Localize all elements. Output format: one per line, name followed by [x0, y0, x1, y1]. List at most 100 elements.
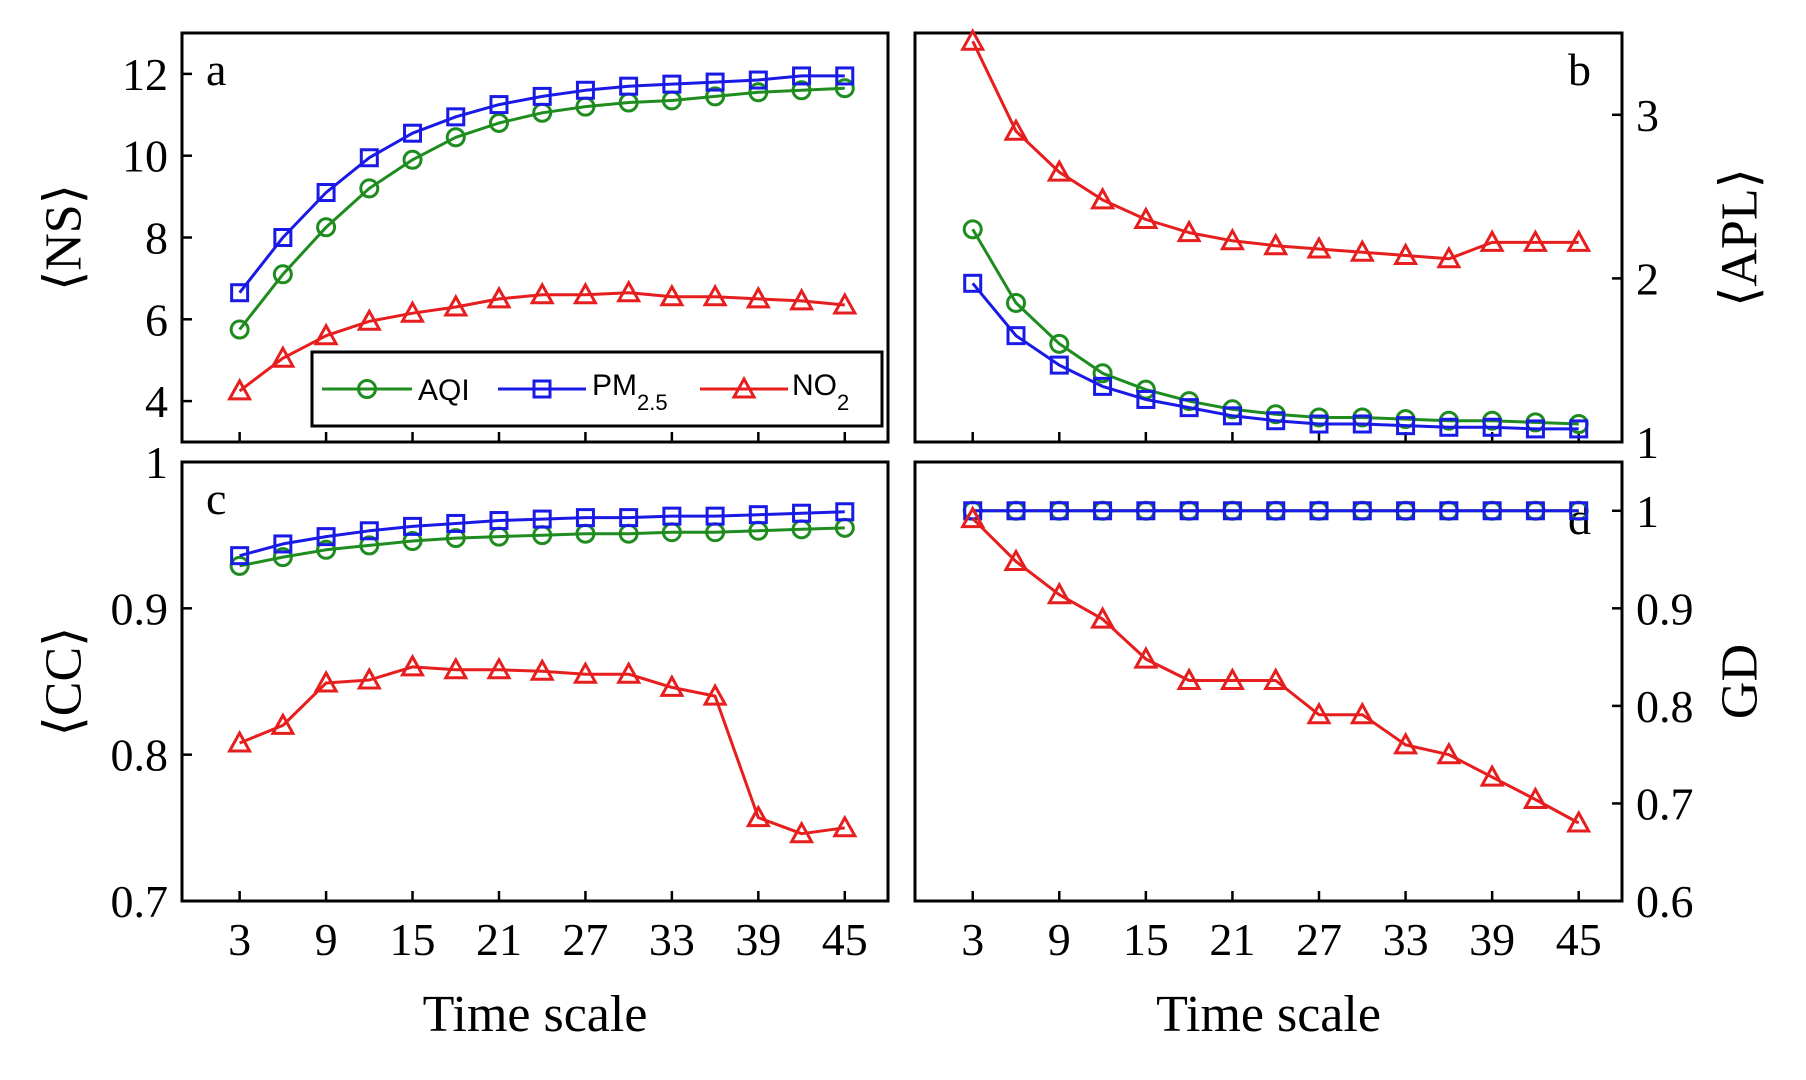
- data-point-circle: [445, 127, 466, 148]
- legend-label-no2: NO2: [792, 369, 849, 415]
- data-point-circle: [402, 149, 423, 170]
- y-tick-label: 2: [1636, 253, 1659, 304]
- data-point-triangle: [1133, 646, 1159, 669]
- data-point-square: [1309, 414, 1329, 434]
- data-point-square: [575, 508, 595, 528]
- data-point-circle: [1049, 333, 1070, 354]
- series-pm25: [230, 66, 855, 303]
- x-tick-label: 39: [735, 914, 781, 965]
- data-point-triangle: [572, 281, 598, 305]
- data-point-circle: [272, 547, 293, 568]
- data-point-square: [835, 502, 855, 522]
- data-point-triangle: [789, 820, 815, 844]
- data-point-triangle: [227, 377, 253, 401]
- data-point-circle: [791, 80, 812, 101]
- x-tick-label: 33: [1383, 914, 1429, 965]
- data-point-square: [1049, 355, 1069, 375]
- series-no2: [960, 28, 1592, 269]
- data-point-triangle: [702, 683, 728, 706]
- data-point-square: [1222, 406, 1242, 426]
- data-point-square: [963, 273, 983, 293]
- series-line-no2: [239, 665, 846, 836]
- y-tick-label: 8: [145, 213, 168, 264]
- x-tick-label: 27: [1296, 914, 1342, 965]
- data-point-triangle: [356, 666, 382, 690]
- y-axis-title: ⟨NS⟩: [36, 184, 93, 291]
- series-no2: [227, 279, 858, 401]
- data-point-circle: [359, 178, 380, 199]
- data-point-square: [1396, 416, 1416, 436]
- panel-label: a: [206, 44, 226, 95]
- data-point-square: [273, 228, 293, 247]
- data-point-circle: [229, 555, 250, 576]
- data-point-square: [403, 516, 423, 536]
- data-point-square: [662, 506, 682, 526]
- data-point-triangle: [659, 674, 685, 697]
- y-tick-label: 12: [122, 49, 168, 100]
- data-point-triangle: [1566, 229, 1592, 252]
- data-point-triangle: [1436, 245, 1462, 269]
- y-tick-label: 0.9: [111, 583, 169, 634]
- y-tick-label: 10: [122, 131, 168, 182]
- data-point-circle: [834, 78, 855, 99]
- data-point-triangle: [960, 505, 986, 529]
- panel-label: b: [1568, 44, 1591, 95]
- y-tick-label: 6: [145, 294, 168, 345]
- data-point-square: [489, 511, 509, 531]
- legend-entry-aqi: AQI: [322, 374, 470, 407]
- data-point-triangle: [486, 285, 512, 309]
- data-point-triangle: [659, 283, 685, 307]
- data-point-square: [1179, 398, 1199, 418]
- x-tick-label: 15: [390, 914, 436, 965]
- legend-label-no: NO: [792, 369, 837, 402]
- data-point-triangle: [529, 658, 555, 681]
- x-tick-label: 21: [476, 914, 522, 965]
- series-aqi: [229, 517, 855, 576]
- data-point-triangle: [789, 287, 815, 311]
- panel-c: 3 9 15 21 27 33 39 450.70.80.91c⟨CC⟩Time scale: [36, 437, 890, 1043]
- data-point-triangle: [1522, 229, 1548, 252]
- data-point-circle: [316, 217, 337, 238]
- series-line-no2: [971, 517, 1580, 825]
- data-point-square: [1352, 501, 1372, 521]
- series-line-pm25: [239, 510, 845, 558]
- legend-entry-no2: NO2: [700, 369, 849, 415]
- data-point-square: [1352, 414, 1372, 434]
- y-tick-label: 1: [145, 437, 168, 488]
- data-point-square: [403, 123, 423, 143]
- data-point-circle: [1006, 292, 1026, 313]
- data-point-square: [1136, 501, 1156, 521]
- data-point-triangle: [572, 661, 598, 684]
- data-point-circle: [445, 528, 466, 549]
- y-tick-label: 0.9: [1636, 583, 1694, 634]
- legend-triangle-marker: [731, 375, 757, 399]
- data-point-circle: [1092, 363, 1113, 384]
- plot-frame: [180, 460, 890, 903]
- x-tick-label: 45: [822, 914, 868, 965]
- data-point-square: [1569, 501, 1589, 521]
- data-point-triangle: [1436, 741, 1462, 765]
- data-point-square: [575, 80, 595, 100]
- data-point-triangle: [443, 656, 469, 680]
- data-point-triangle: [616, 279, 642, 303]
- y-tick-label: 3: [1636, 90, 1659, 141]
- data-point-square: [316, 183, 336, 203]
- data-point-circle: [272, 264, 293, 285]
- data-point-square: [230, 546, 250, 566]
- data-point-triangle: [529, 281, 555, 305]
- data-point-square: [705, 506, 725, 526]
- data-point-triangle: [270, 712, 296, 735]
- data-point-triangle: [1046, 581, 1072, 605]
- data-point-square: [662, 74, 682, 94]
- data-point-triangle: [1306, 701, 1332, 725]
- legend-label-aqi: AQI: [418, 374, 470, 407]
- data-point-triangle: [1219, 667, 1245, 690]
- data-point-circle: [402, 531, 423, 552]
- legend-label-pm25: PM2.5: [592, 369, 668, 415]
- data-point-triangle: [1133, 206, 1159, 229]
- data-point-square: [1482, 417, 1502, 437]
- plot-frame: [913, 31, 1624, 444]
- data-point-square: [1222, 501, 1242, 521]
- data-point-triangle: [1263, 667, 1289, 690]
